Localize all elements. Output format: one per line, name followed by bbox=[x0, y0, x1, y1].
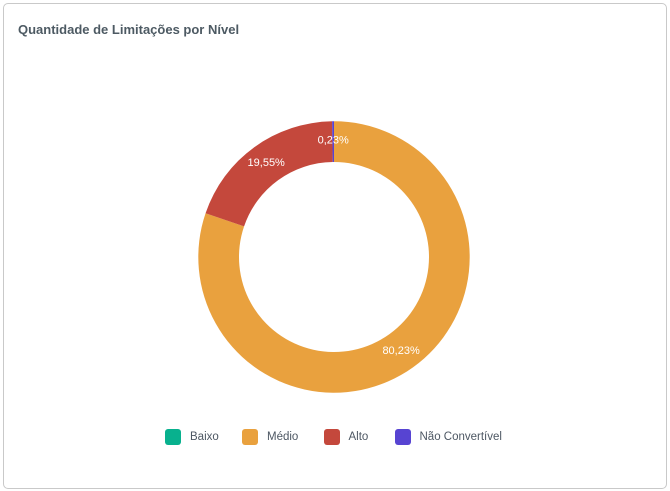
svg-text:80,23%: 80,23% bbox=[382, 345, 420, 357]
svg-text:19,55%: 19,55% bbox=[248, 157, 286, 169]
svg-text:0,23%: 0,23% bbox=[318, 135, 349, 147]
